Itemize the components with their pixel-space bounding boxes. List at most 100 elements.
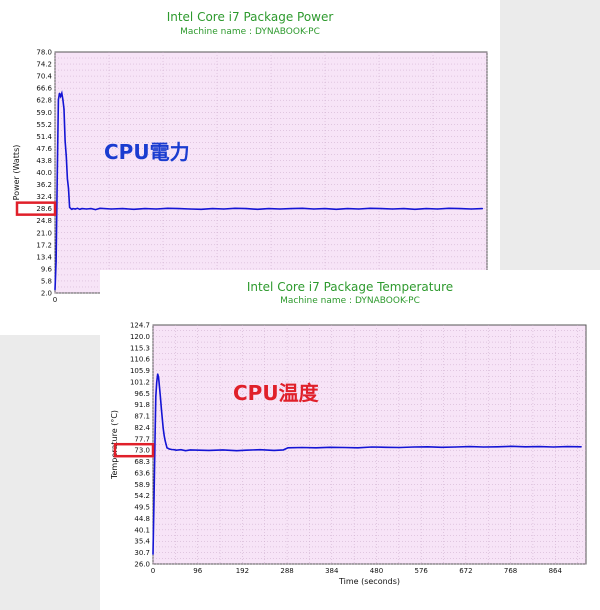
data-point <box>65 156 67 158</box>
y-tick-label: 51.4 <box>36 133 52 141</box>
data-point <box>79 208 81 210</box>
x-axis-label: Time (seconds) <box>338 577 400 586</box>
data-point <box>60 95 62 97</box>
data-point <box>154 444 156 446</box>
y-tick-label: 105.9 <box>130 367 150 375</box>
data-point <box>90 208 92 210</box>
x-tick-label: 480 <box>370 567 383 575</box>
y-tick-label: 49.5 <box>134 504 150 512</box>
data-point <box>470 208 472 210</box>
x-tick-label: 384 <box>325 567 339 575</box>
data-point <box>455 446 457 448</box>
data-point <box>152 553 154 555</box>
data-point <box>66 178 68 180</box>
data-point <box>164 439 166 442</box>
y-tick-label: 5.8 <box>41 277 52 285</box>
y-tick-label: 63.6 <box>134 469 150 477</box>
data-point <box>236 450 238 452</box>
data-point <box>459 208 461 210</box>
y-tick-label: 115.3 <box>130 344 150 352</box>
y-tick-label: 120.0 <box>130 333 150 341</box>
y-tick-label: 70.4 <box>36 73 52 81</box>
data-point <box>481 208 484 210</box>
data-point <box>198 449 201 451</box>
data-point <box>208 449 210 452</box>
data-point <box>81 208 83 210</box>
y-tick-label: 55.2 <box>36 121 52 129</box>
data-point <box>72 208 74 210</box>
data-point <box>74 208 76 210</box>
data-point <box>200 208 202 210</box>
y-tick-label: 110.6 <box>130 356 151 364</box>
data-point <box>189 208 191 210</box>
data-point <box>580 446 582 448</box>
y-tick-label: 9.6 <box>41 265 53 273</box>
data-point <box>346 208 349 210</box>
data-point <box>324 208 326 210</box>
data-point <box>223 208 225 210</box>
data-point <box>133 208 135 210</box>
data-point <box>380 208 382 210</box>
power-chart-panel: Intel Core i7 Package Power Machine name… <box>0 0 500 335</box>
data-point <box>279 208 281 210</box>
data-point <box>165 443 167 445</box>
data-point <box>58 92 61 94</box>
y-tick-label: 13.4 <box>36 253 52 261</box>
x-tick-label: 0 <box>151 567 155 575</box>
data-point <box>162 427 164 429</box>
data-point <box>69 206 71 208</box>
data-point <box>76 207 79 209</box>
y-tick-label: 87.1 <box>134 413 150 421</box>
y-tick-label: 40.0 <box>36 169 52 177</box>
y-tick-label: 47.6 <box>36 145 52 153</box>
background-band-right <box>500 0 600 270</box>
data-point <box>168 448 170 450</box>
temperature-chart-panel: Intel Core i7 Package Temperature Machin… <box>100 270 600 610</box>
data-point <box>315 447 317 449</box>
data-point <box>62 98 64 101</box>
background-band-left <box>0 335 100 610</box>
data-point <box>189 449 191 451</box>
x-tick-label: 96 <box>193 567 202 575</box>
data-point <box>222 449 224 451</box>
data-point <box>245 449 247 451</box>
x-tick-label: 0 <box>53 296 57 304</box>
y-tick-label: 36.2 <box>36 181 52 189</box>
temperature-overlay-label: CPU温度 <box>233 381 319 405</box>
y-tick-label: 44.8 <box>134 515 150 523</box>
y-tick-label: 24.8 <box>36 217 52 225</box>
y-tick-label: 35.4 <box>134 538 150 546</box>
data-point <box>441 446 443 448</box>
data-point <box>566 445 568 448</box>
data-point <box>259 449 261 451</box>
data-point <box>63 108 65 110</box>
data-point <box>71 208 73 210</box>
data-point <box>403 208 405 210</box>
data-point <box>385 446 387 448</box>
data-point <box>61 92 63 94</box>
temperature-chart-svg: 26.0 30.7 35.4 40.1 44.8 49.5 54.2 58.9 63.6 68.3… <box>110 322 587 586</box>
power-chart-title: Intel Core i7 Package Power <box>166 10 334 24</box>
data-point <box>425 208 427 210</box>
data-point <box>313 208 315 210</box>
temperature-chart-title: Intel Core i7 Package Temperature <box>246 280 454 294</box>
y-tick-label: 78.0 <box>36 49 52 57</box>
data-point <box>99 207 101 209</box>
data-point <box>436 208 439 210</box>
highlight-box <box>15 201 57 216</box>
data-point <box>121 208 124 210</box>
data-point <box>391 208 394 210</box>
y-tick-label: 77.7 <box>134 435 150 443</box>
data-point <box>234 207 236 209</box>
x-tick-label: 192 <box>236 567 249 575</box>
data-point <box>180 449 182 451</box>
y-tick-label: 17.2 <box>36 241 52 249</box>
data-point <box>173 449 175 451</box>
data-point <box>273 449 275 452</box>
data-point <box>301 207 304 209</box>
y-tick-label: 26.0 <box>134 561 150 569</box>
data-point <box>413 446 415 448</box>
y-tick-label: 58.9 <box>134 481 150 489</box>
y-tick-label: 73.0 <box>134 447 150 455</box>
y-tick-label: 124.7 <box>130 322 150 330</box>
